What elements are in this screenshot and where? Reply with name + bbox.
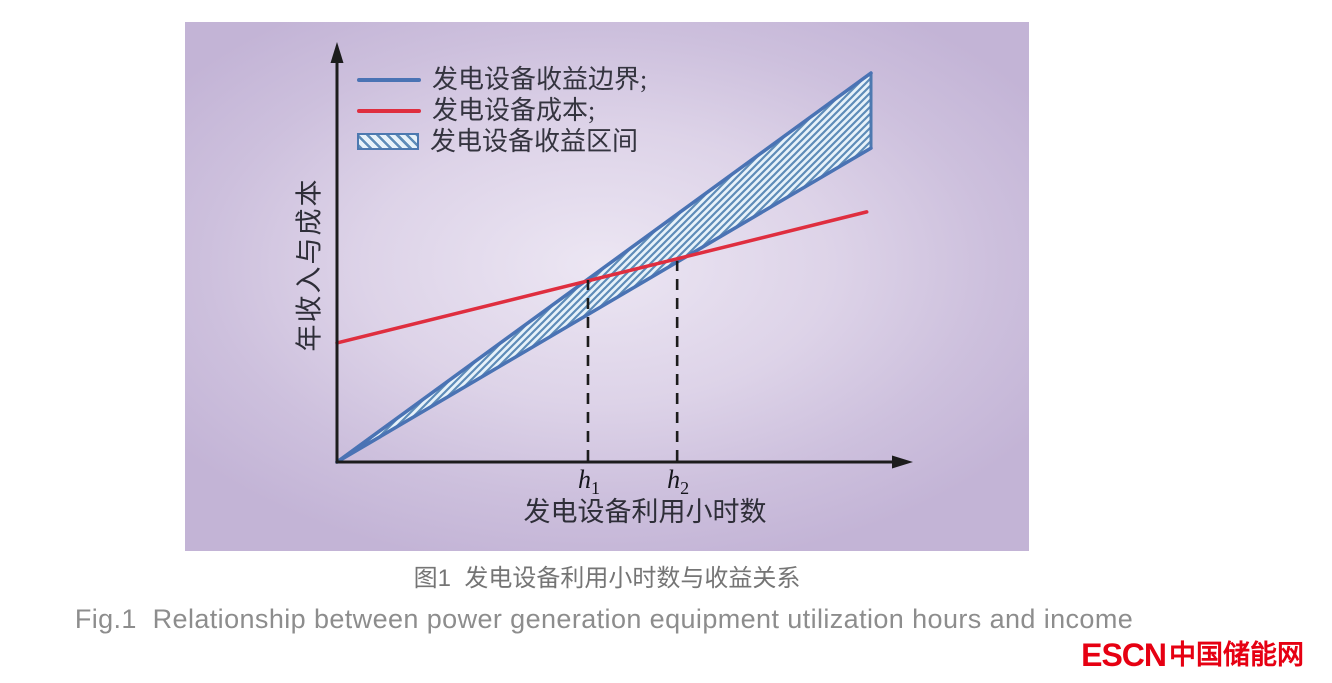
legend-label-revenue-band: 发电设备收益区间 [430,126,639,156]
legend-label-revenue-boundary: 发电设备收益边界; [432,64,648,94]
legend-item-cost: 发电设备成本; [357,95,647,126]
figure-caption-zh: 图1 发电设备利用小时数与收益关系 [413,565,801,592]
legend-blue-line-swatch [357,77,421,82]
figure-panel: h1 h2 发电设备收益边界; 发电设备成本; 发电设备收益区间 年收入与成本 发… [185,22,1029,551]
legend-hatch-swatch [357,133,419,150]
escn-logo: ESCN 中国储能网 [1081,639,1304,671]
y-axis-label: 年收入与成本 [294,177,325,352]
y-axis-arrowhead [330,42,344,63]
legend-label-cost: 发电设备成本; [432,95,596,125]
figure-caption-en: Fig.1 Relationship between power generat… [74,604,1134,634]
series-line-cost [335,210,869,345]
legend-item-revenue-band: 发电设备收益区间 [357,126,647,157]
legend-red-line-swatch [357,108,421,113]
series-line-lower-boundary [335,146,873,464]
legend-item-revenue-boundary: 发电设备收益边界; [357,64,647,95]
chart-canvas: h1 h2 [330,42,913,498]
series-line-upper-boundary [335,71,873,464]
escn-logo-latin: ESCN [1081,637,1167,673]
x-axis-label: 发电设备利用小时数 [523,497,767,527]
chart-legend: 发电设备收益边界; 发电设备成本; 发电设备收益区间 [357,64,647,157]
escn-logo-cjk: 中国储能网 [1169,640,1304,670]
x-axis-arrowhead [892,455,913,469]
